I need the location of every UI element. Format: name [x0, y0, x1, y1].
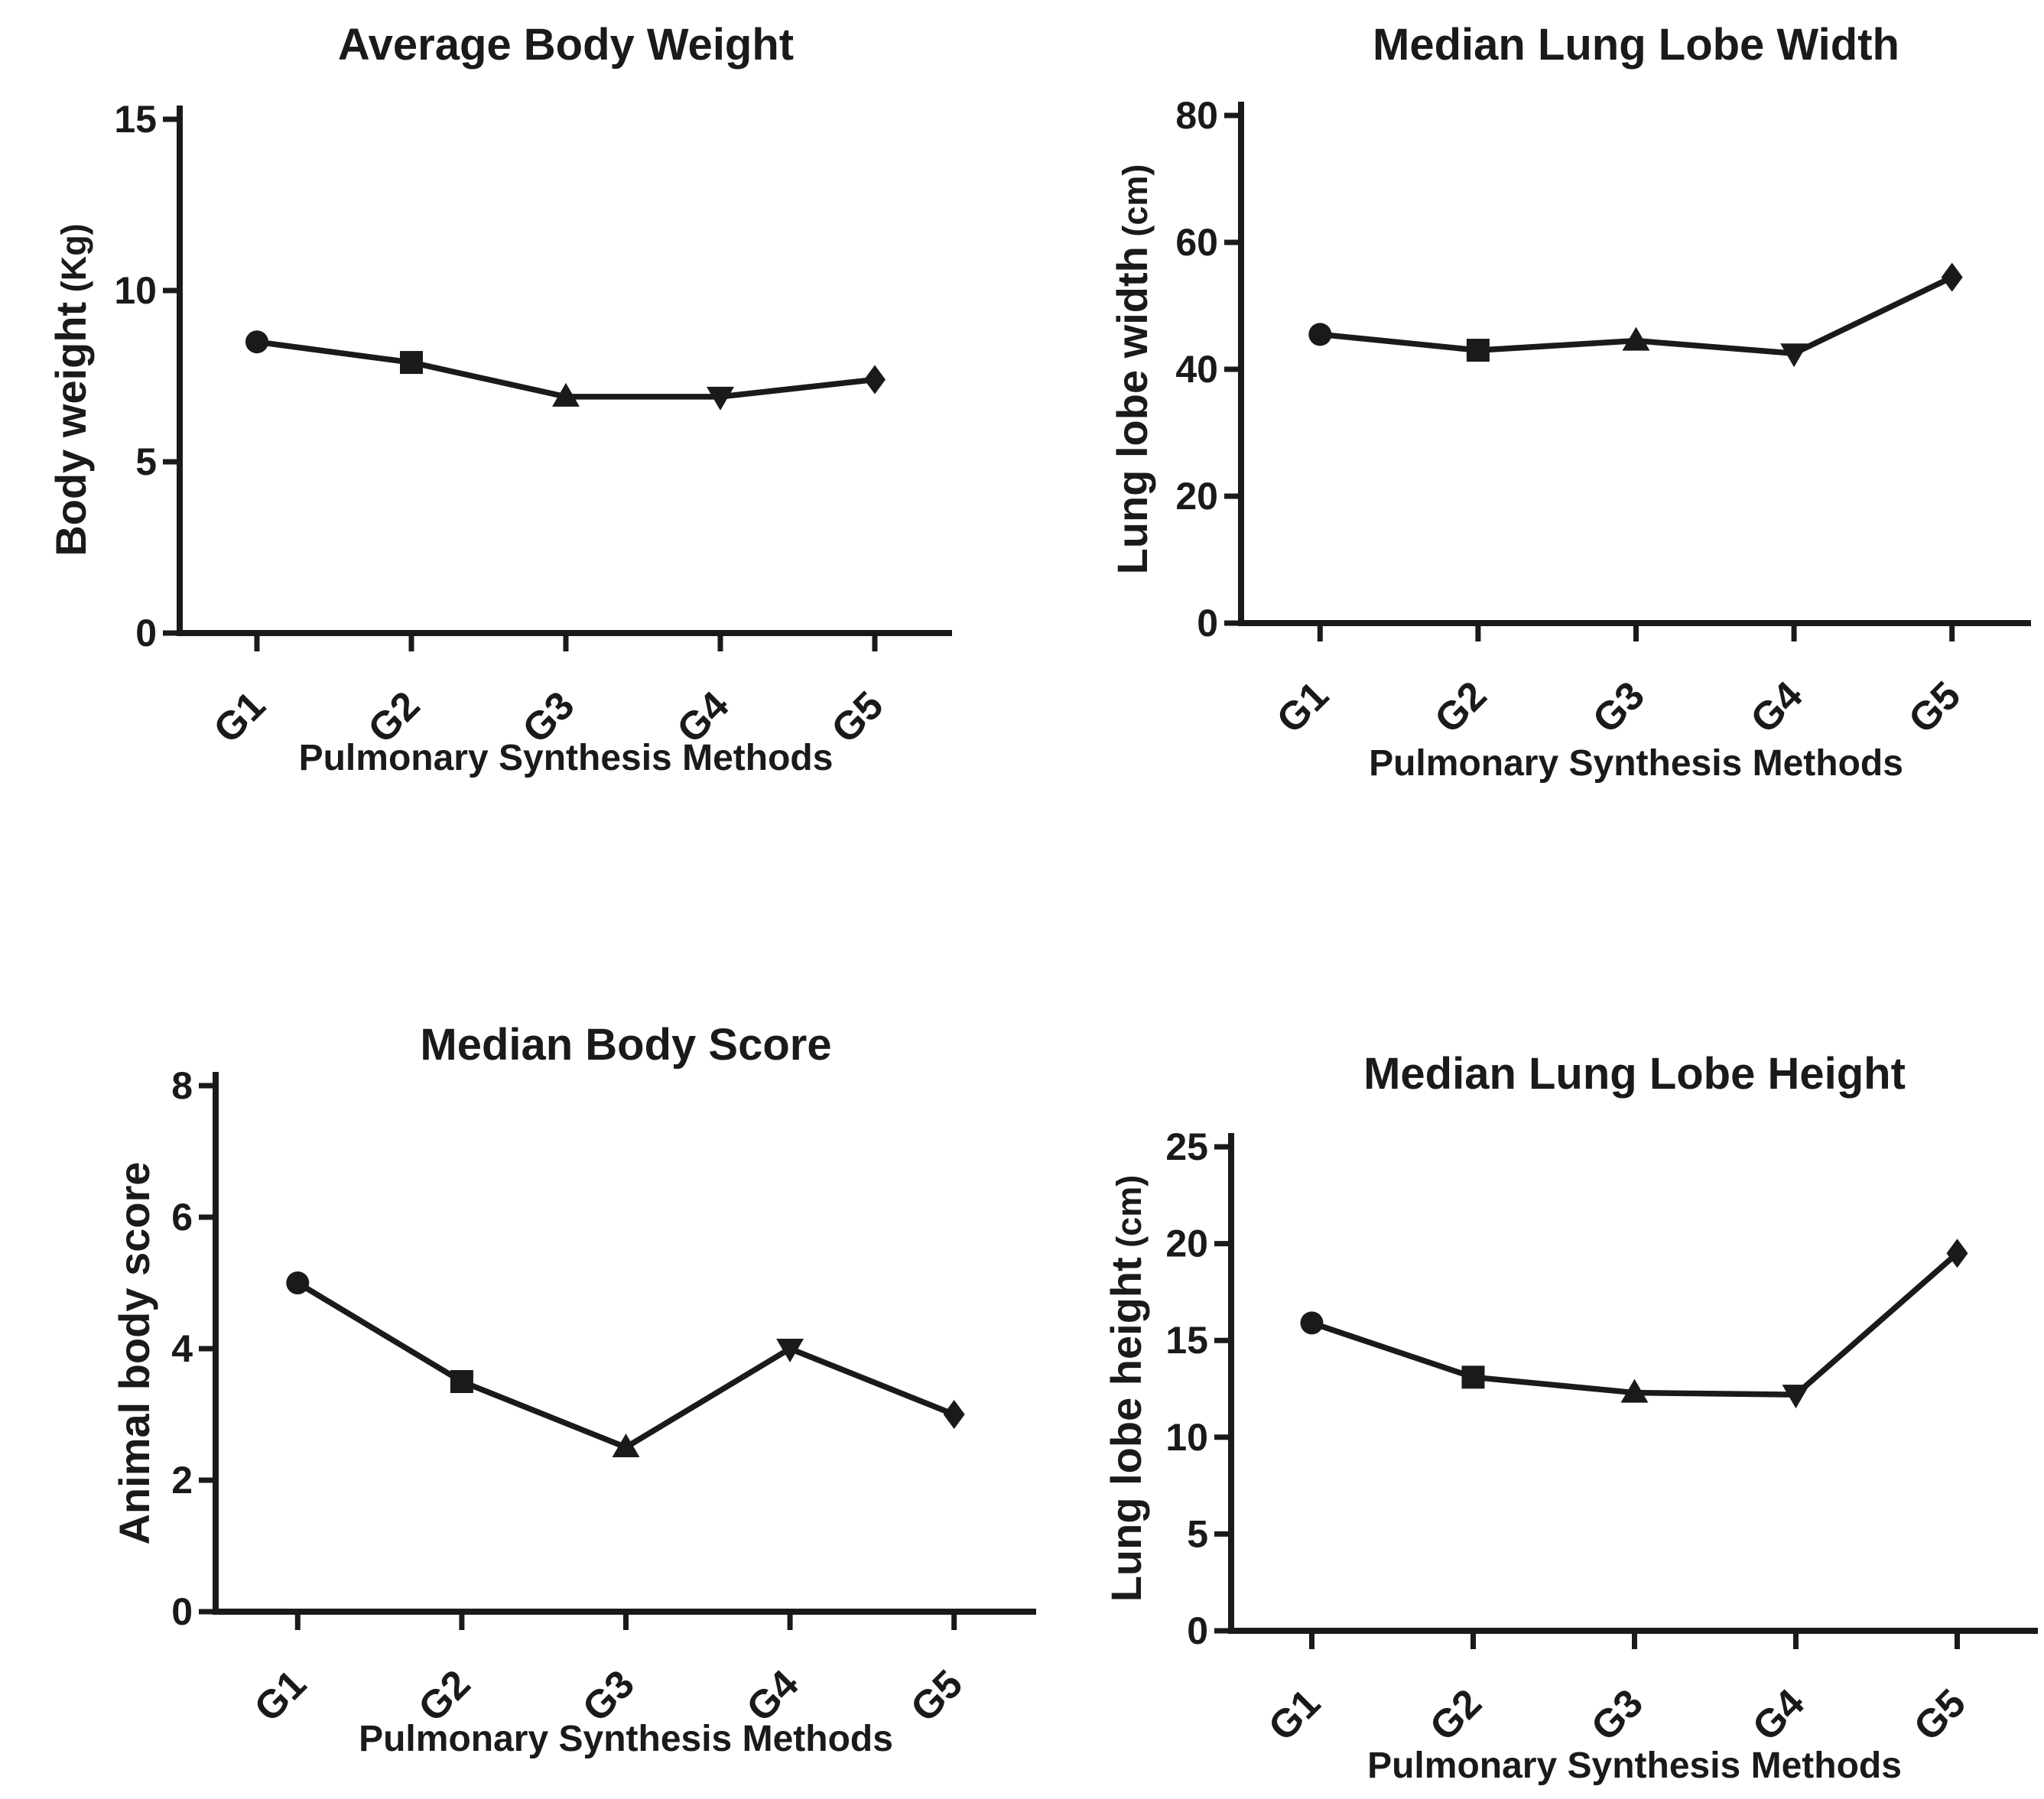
y-axis-title-text: Body weight: [47, 302, 95, 557]
x-category-label: G3: [1583, 1680, 1652, 1749]
triangle-up-marker: [1622, 326, 1650, 351]
diamond-marker: [864, 365, 886, 395]
y-axis-title-text: Lung lobe height: [1102, 1257, 1150, 1602]
diamond-marker: [1946, 1239, 1968, 1268]
y-tick-label: 80: [1175, 94, 1218, 137]
x-category-label: G4: [1744, 1680, 1813, 1749]
y-tick-label: 5: [135, 440, 157, 483]
y-tick-label: 10: [114, 269, 157, 312]
x-axis-title: Pulmonary Synthesis Methods: [1367, 1745, 1902, 1786]
y-tick-label: 0: [1197, 602, 1218, 645]
square-marker: [1461, 1365, 1485, 1389]
circle-marker: [1308, 323, 1332, 346]
x-axis-title: Pulmonary Synthesis Methods: [1369, 743, 1903, 784]
y-axis-unit: (Kg): [54, 223, 93, 301]
y-tick-label: 2: [171, 1459, 193, 1502]
y-tick-label: 4: [171, 1327, 193, 1370]
x-category-label: G5: [902, 1661, 971, 1730]
x-axis-title: Pulmonary Synthesis Methods: [299, 738, 834, 778]
y-tick-label: 40: [1175, 348, 1218, 391]
triangle-down-marker: [1780, 343, 1808, 368]
x-category-label: G1: [205, 683, 274, 752]
y-axis-title: Lung lobe height (cm): [1102, 1175, 1150, 1603]
x-category-label: G1: [1260, 1680, 1329, 1749]
y-axis-title-text: Animal body score: [110, 1161, 158, 1544]
x-category-label: G1: [246, 1661, 315, 1730]
chart-title: Median Lung Lobe Height: [1363, 1049, 1906, 1099]
y-tick-label: 20: [1165, 1223, 1208, 1265]
y-tick-label: 0: [1187, 1609, 1208, 1652]
triangle-down-marker: [1782, 1385, 1810, 1409]
chart-title: Median Lung Lobe Width: [1373, 20, 1899, 70]
diamond-marker: [1941, 262, 1963, 292]
square-marker: [400, 351, 423, 375]
y-tick-label: 10: [1165, 1416, 1208, 1459]
triangle-up-marker: [552, 382, 580, 407]
x-category-label: G5: [823, 683, 892, 752]
x-category-label: G3: [1584, 673, 1653, 742]
x-category-label: G5: [1900, 673, 1969, 742]
x-axis-title: Pulmonary Synthesis Methods: [359, 1719, 893, 1759]
circle-marker: [1300, 1311, 1324, 1335]
triangle-up-marker: [1620, 1378, 1649, 1403]
data-line: [1311, 1251, 1959, 1398]
circle-marker: [286, 1271, 310, 1294]
x-category-label: G4: [1743, 673, 1812, 742]
chart-title: Median Body Score: [420, 1020, 831, 1070]
y-tick-label: 8: [171, 1064, 193, 1107]
y-tick-label: 25: [1165, 1125, 1208, 1168]
square-marker: [1466, 339, 1490, 362]
y-axis-title: Body weight (Kg): [47, 223, 95, 556]
y-tick-label: 15: [1165, 1319, 1208, 1362]
x-category-label: G5: [1906, 1680, 1974, 1749]
chart-title: Average Body Weight: [338, 20, 794, 70]
x-category-label: G2: [1426, 673, 1495, 742]
x-category-label: G2: [1422, 1680, 1490, 1749]
chart-median-lung-lobe-width: 0 20 40 60 80 G1 G2 G3 G4 G5 Median Lung Lobe Widt…: [1108, 20, 2031, 784]
y-axis-title: Lung lobe width (cm): [1108, 164, 1156, 575]
y-tick-label: 5: [1187, 1512, 1208, 1555]
data-line: [296, 1280, 956, 1450]
y-axis-title: Animal body score: [110, 1161, 158, 1544]
y-axis-unit: (cm): [1110, 1175, 1149, 1258]
circle-marker: [245, 330, 268, 354]
x-category-label: G1: [1269, 673, 1337, 742]
y-tick-label: 20: [1175, 475, 1218, 518]
square-marker: [450, 1370, 473, 1393]
y-axis-title-text: Lung lobe width: [1108, 246, 1156, 574]
triangle-down-marker: [707, 386, 734, 411]
y-tick-label: 6: [171, 1196, 193, 1239]
y-tick-label: 60: [1175, 221, 1218, 264]
y-tick-label: 0: [135, 612, 157, 654]
y-axis-unit: (cm): [1116, 164, 1155, 247]
y-tick-label: 15: [114, 98, 157, 141]
diamond-marker: [943, 1400, 965, 1429]
triangle-down-marker: [776, 1339, 804, 1362]
triangle-up-marker: [612, 1434, 640, 1457]
y-tick-label: 0: [171, 1590, 193, 1633]
chart-median-lung-lobe-height: 0 5 10 15 20 25 G1 G2 G3 G4 G5 Median Lung Lobe Hei…: [1102, 1049, 2038, 1786]
